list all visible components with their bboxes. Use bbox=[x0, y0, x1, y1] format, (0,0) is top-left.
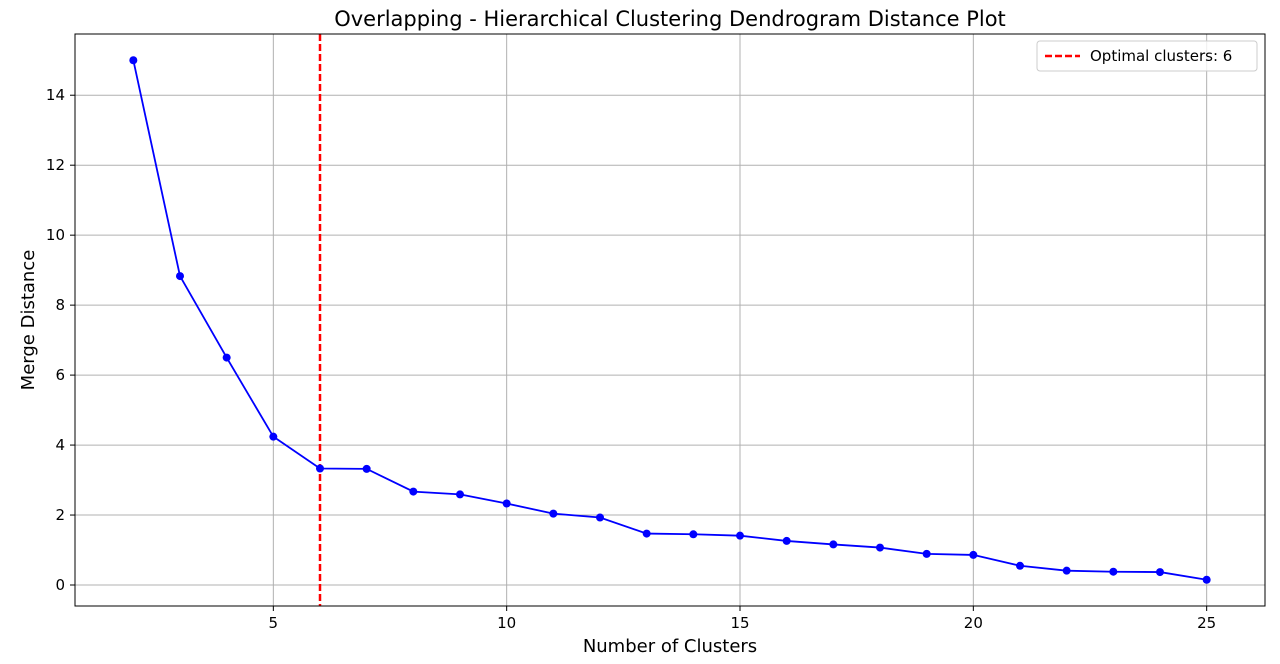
x-tick-label: 10 bbox=[497, 614, 516, 632]
data-point bbox=[316, 464, 324, 473]
data-point bbox=[456, 490, 464, 499]
data-point bbox=[876, 543, 884, 552]
chart-title: Overlapping - Hierarchical Clustering De… bbox=[334, 7, 1006, 31]
data-point bbox=[1202, 575, 1211, 584]
grid-layer bbox=[75, 34, 1265, 606]
ticks-layer: 5 10 15 20 25 0 2 4 6 8 10 12 14 bbox=[46, 86, 1216, 632]
data-point bbox=[176, 272, 184, 281]
y-tick-label: 12 bbox=[46, 156, 65, 174]
y-tick-label: 8 bbox=[55, 296, 65, 314]
data-point bbox=[409, 487, 418, 496]
data-point bbox=[689, 530, 698, 539]
data-point bbox=[129, 56, 138, 65]
data-point bbox=[1062, 566, 1071, 575]
data-point bbox=[269, 432, 278, 441]
data-point bbox=[922, 549, 931, 558]
data-point bbox=[829, 540, 838, 549]
x-tick-label: 15 bbox=[730, 614, 749, 632]
data-point bbox=[969, 550, 978, 559]
y-tick-label: 14 bbox=[46, 86, 65, 104]
y-tick-label: 0 bbox=[55, 576, 65, 594]
data-point bbox=[1016, 561, 1024, 570]
data-point bbox=[596, 513, 604, 522]
data-point bbox=[736, 531, 744, 540]
x-tick-label: 20 bbox=[964, 614, 983, 632]
data-point bbox=[1109, 567, 1118, 576]
data-point bbox=[642, 529, 651, 538]
data-point bbox=[222, 353, 231, 362]
data-point bbox=[549, 509, 558, 518]
legend-label-optimal-clusters: Optimal clusters: 6 bbox=[1090, 47, 1232, 65]
data-point bbox=[362, 464, 371, 473]
plot-frame bbox=[74, 33, 1266, 607]
x-axis-label: Number of Clusters bbox=[583, 636, 757, 657]
y-tick-label: 6 bbox=[55, 366, 65, 384]
legend: Optimal clusters: 6 bbox=[1036, 40, 1258, 72]
series-line bbox=[132, 60, 1207, 581]
x-tick-label: 25 bbox=[1197, 614, 1216, 632]
y-axis-label: Merge Distance bbox=[18, 250, 39, 391]
x-tick-label: 5 bbox=[269, 614, 279, 632]
data-point bbox=[502, 499, 511, 508]
data-point bbox=[1156, 568, 1164, 577]
data-point bbox=[782, 536, 791, 545]
y-tick-label: 2 bbox=[55, 506, 65, 524]
y-tick-label: 4 bbox=[55, 436, 65, 454]
y-tick-label: 10 bbox=[46, 226, 65, 244]
legend-box bbox=[1036, 40, 1258, 72]
series-layer bbox=[129, 56, 1211, 584]
